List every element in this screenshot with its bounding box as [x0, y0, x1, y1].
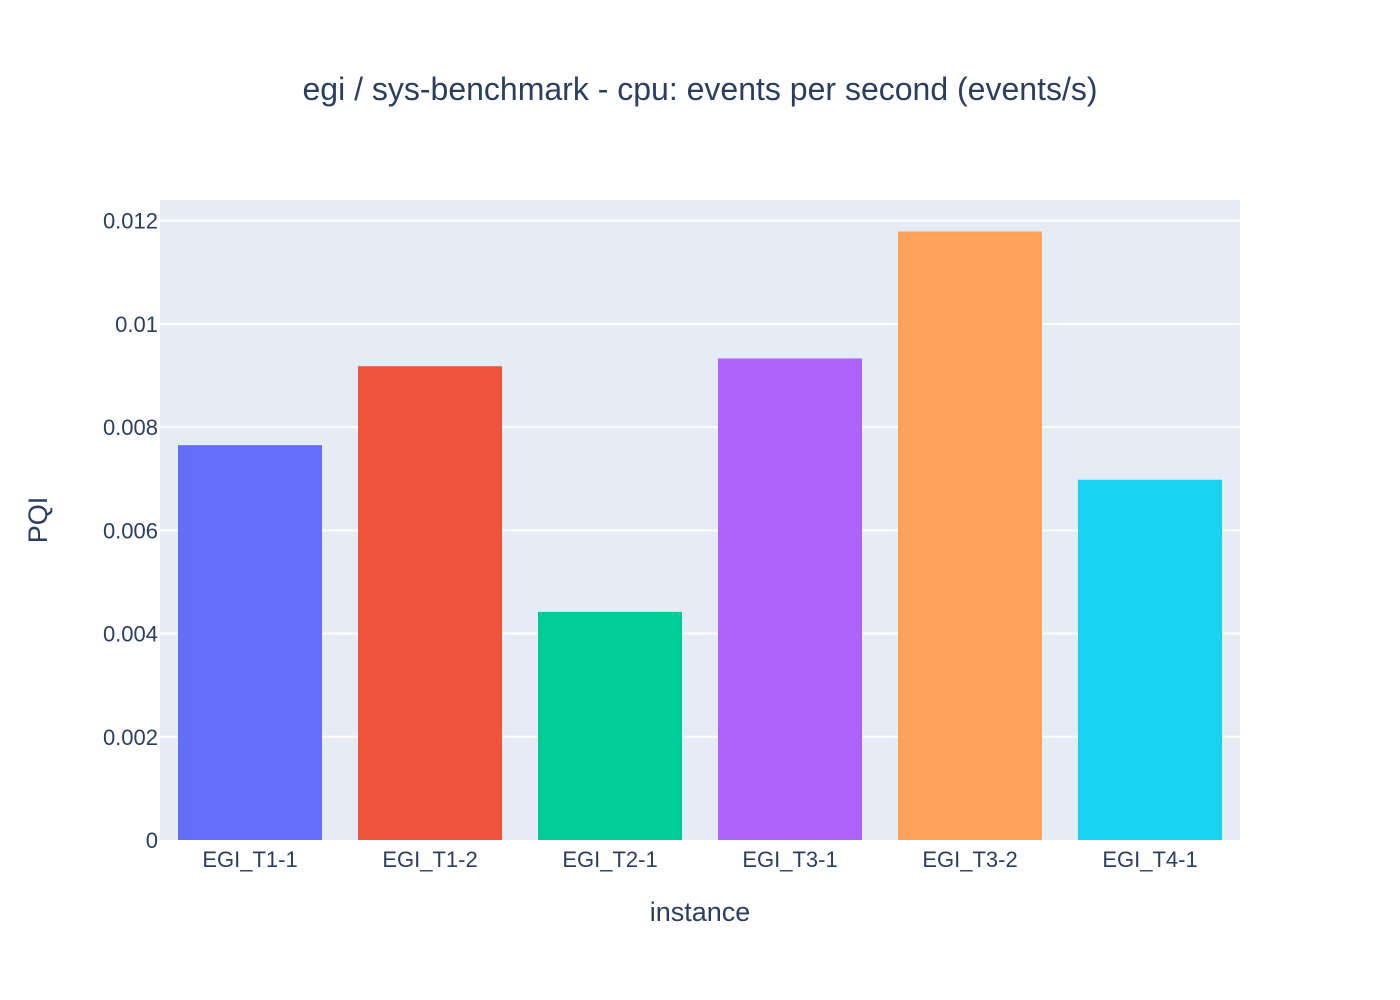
bar-egi_t3-1	[718, 358, 862, 840]
y-tick-label: 0.002	[103, 725, 158, 750]
bar-egi_t3-2	[898, 231, 1042, 840]
bar-egi_t2-1	[538, 611, 682, 840]
bar-egi_t1-1	[178, 445, 322, 840]
y-tick-label: 0.006	[103, 518, 158, 543]
y-tick-label: 0.004	[103, 622, 158, 647]
bar-egi_t1-2	[358, 366, 502, 840]
chart-title: egi / sys-benchmark - cpu: events per se…	[302, 71, 1097, 107]
y-tick-label: 0.01	[115, 312, 158, 337]
x-tick-label: EGI_T2-1	[562, 847, 657, 872]
y-tick-label: 0	[146, 828, 158, 853]
x-tick-label: EGI_T3-2	[922, 847, 1017, 872]
x-tick-label: EGI_T1-2	[382, 847, 477, 872]
x-tick-label: EGI_T4-1	[1102, 847, 1197, 872]
plot-area	[160, 200, 1240, 840]
x-tick-label: EGI_T3-1	[742, 847, 837, 872]
bar-egi_t4-1	[1078, 479, 1222, 840]
grid-lines	[160, 219, 1240, 738]
bars	[178, 231, 1222, 840]
y-tick-label: 0.008	[103, 415, 158, 440]
x-axis-title: instance	[650, 897, 751, 927]
y-tick-label: 0.012	[103, 209, 158, 234]
y-axis-ticks: 0 0.002 0.004 0.006 0.008 0.01 0.012	[103, 209, 158, 853]
x-tick-label: EGI_T1-1	[202, 847, 297, 872]
y-axis-title: PQI	[23, 497, 53, 544]
x-axis-ticks: EGI_T1-1 EGI_T1-2 EGI_T2-1 EGI_T3-1 EGI_T3-2…	[202, 847, 1197, 872]
